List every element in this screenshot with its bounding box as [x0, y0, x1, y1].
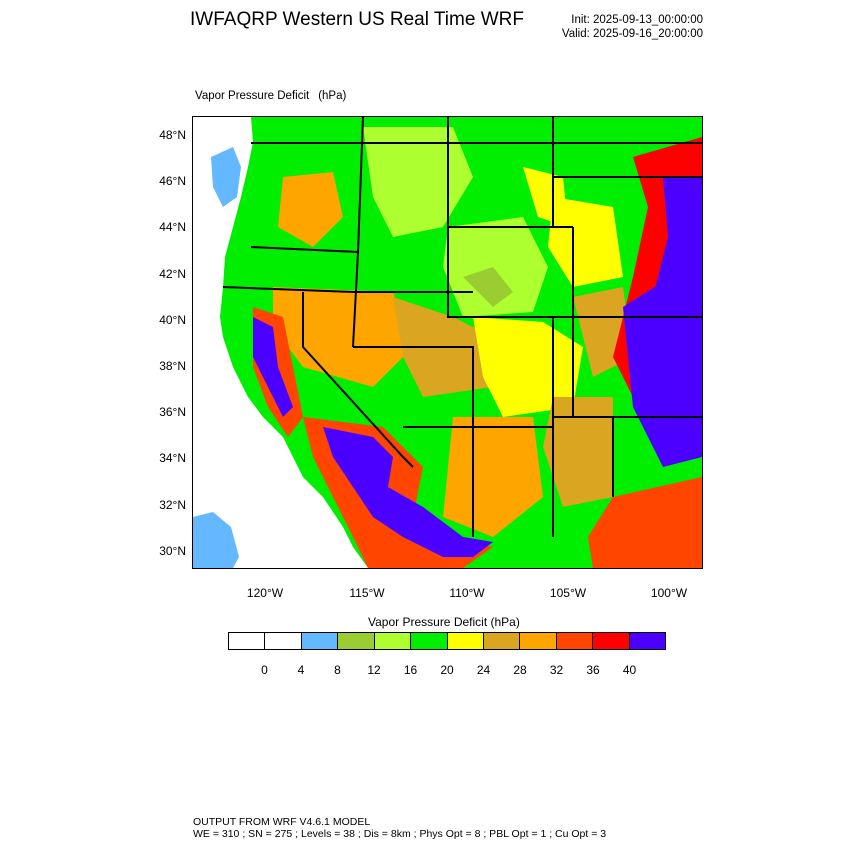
colorbar-label: 28: [513, 663, 527, 677]
lat-tick-label: 38°N: [159, 359, 186, 373]
state-borders: [222, 117, 702, 537]
plot-title: IWFAQRP Western US Real Time WRF: [190, 9, 524, 30]
valid-time: Valid: 2025-09-16_20:00:00: [561, 28, 703, 40]
map-panel: [192, 116, 703, 569]
colorbar-label: 40: [622, 663, 637, 677]
lat-tick-label: 46°N: [159, 174, 186, 189]
colorbar-swatch: [447, 633, 484, 649]
lat-tick-label: 36°N: [159, 405, 186, 420]
colorbar-label: 32: [549, 663, 564, 677]
colorbar-swatch: [229, 633, 266, 649]
colorbar-swatch: [629, 633, 666, 649]
lat-tick-label: 44°N: [159, 220, 186, 235]
colorbar: [228, 632, 666, 650]
colorbar-label: 36: [586, 663, 600, 677]
init-time: Init: 2025-09-13_00:00:00: [571, 14, 703, 26]
lon-tick-label: 105°W: [549, 586, 587, 600]
colorbar-label: 8: [334, 663, 341, 677]
colorbar-swatch: [483, 633, 521, 649]
colorbar-swatch: [411, 633, 448, 649]
lat-tick-label: 30°N: [159, 543, 186, 558]
colorbar-label: 16: [403, 663, 418, 677]
colorbar-swatch: [593, 633, 630, 649]
ocean-patch-north: [211, 147, 241, 207]
zone-arizona-nm: [443, 417, 543, 537]
lat-tick-label: 34°N: [159, 451, 186, 466]
lat-tick-label: 48°N: [159, 128, 186, 142]
colorbar-swatch: [265, 633, 302, 649]
zone-plains-blue-mid: [623, 257, 702, 407]
lon-tick-label: 110°W: [449, 586, 485, 600]
colorbar-swatch: [520, 633, 557, 649]
lon-tick-label: 100°W: [650, 586, 688, 600]
vpd-map: [193, 117, 702, 568]
zone-texas: [588, 477, 702, 568]
colorbar-title: Vapor Pressure Deficit (hPa): [368, 615, 520, 629]
colorbar-label: 24: [476, 663, 491, 677]
lat-tick-label: 42°N: [159, 266, 186, 281]
footer-model: OUTPUT FROM WRF V4.6.1 MODEL: [193, 816, 371, 828]
zone-yellowstone: [463, 267, 513, 307]
footer-config: WE = 310 ; SN = 275 ; Levels = 38 ; Dis …: [193, 828, 607, 840]
zone-colorado: [473, 317, 583, 417]
lat-tick-label: 40°N: [159, 312, 186, 327]
colorbar-label: 12: [367, 663, 381, 677]
map-field-label: Vapor Pressure Deficit (hPa): [195, 90, 346, 102]
field-name: Vapor Pressure Deficit: [195, 90, 310, 102]
colorbar-label: 20: [440, 663, 454, 677]
zone-new-mexico-east: [543, 397, 613, 507]
colorbar-swatch: [556, 633, 594, 649]
colorbar-swatch: [374, 633, 412, 649]
lon-tick-label: 120°W: [246, 586, 284, 600]
field-units: (hPa): [318, 90, 347, 102]
lat-tick-label: 32°N: [159, 497, 186, 512]
colorbar-swatch: [301, 633, 339, 649]
zone-plains-blue-south: [633, 392, 702, 467]
zone-ca-valley-blue: [253, 317, 293, 417]
zone-columbia-basin: [278, 172, 343, 247]
colorbar-label: 0: [261, 663, 268, 677]
colorbar-swatch: [338, 633, 375, 649]
zone-mt-east: [523, 167, 568, 227]
colorbar-label: 4: [297, 663, 305, 677]
zone-idaho-montana: [363, 127, 473, 237]
zone-great-basin: [273, 287, 413, 387]
zone-desert-blue: [323, 427, 493, 557]
lon-tick-label: 115°W: [349, 586, 385, 600]
ocean-patch-south: [193, 512, 239, 568]
